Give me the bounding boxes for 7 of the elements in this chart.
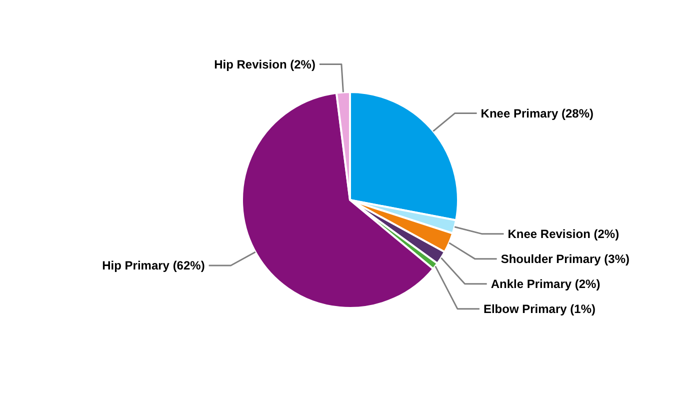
slice-label: Elbow Primary (1%) (483, 302, 596, 316)
slice-label: Ankle Primary (2%) (490, 276, 600, 291)
slice-label: Shoulder Primary (3%) (500, 252, 630, 266)
slice-label: Hip Revision (2%) (214, 57, 316, 72)
slice-label: Hip Primary (62%) (102, 258, 205, 273)
slice-label: Knee Primary (28%) (480, 106, 594, 120)
slice-label: Knee Revision (2%) (508, 226, 620, 241)
